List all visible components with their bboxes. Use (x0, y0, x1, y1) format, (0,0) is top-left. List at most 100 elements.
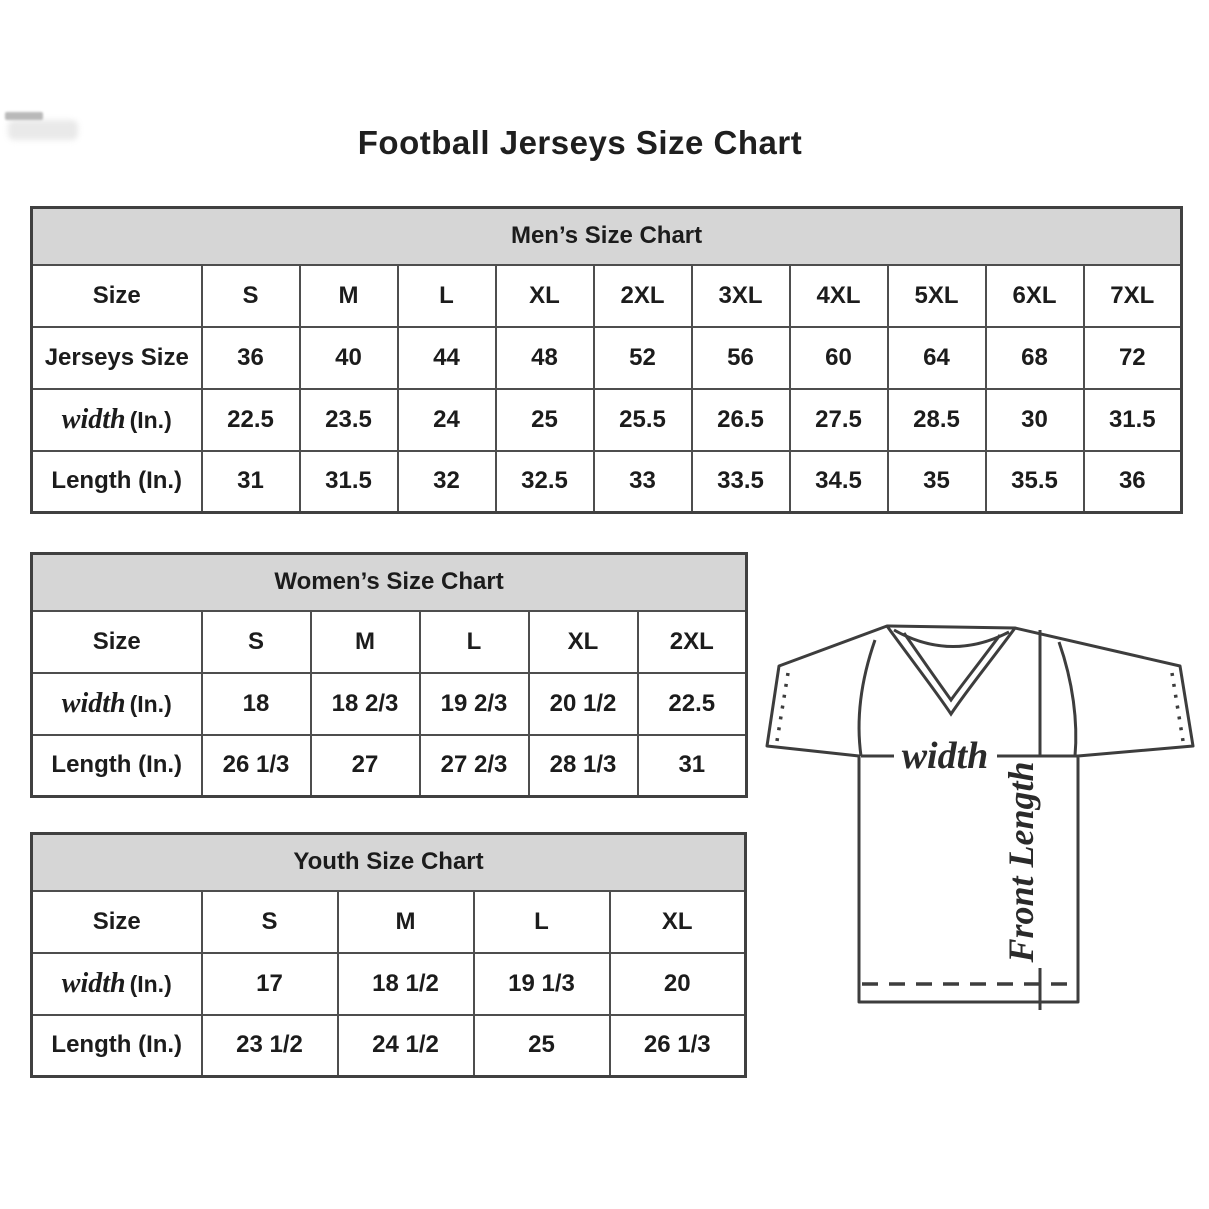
value-cell: 35 (886, 449, 987, 514)
size-col-header: S (200, 609, 312, 674)
mens-width-row: width (In.) 22.5 23.5 24 25 25.5 26.5 27.… (30, 387, 1183, 452)
row-label-length: Length (In.) (30, 449, 203, 514)
size-col-header: 2XL (636, 609, 748, 674)
size-col-header: 6XL (984, 263, 1085, 328)
value-cell: 28 1/3 (527, 733, 639, 798)
mens-size-header-row: Size S M L XL 2XL 3XL 4XL 5XL 6XL 7XL (30, 263, 1183, 328)
size-col-header: 3XL (690, 263, 791, 328)
watermark-smudge (5, 112, 43, 120)
youth-size-chart-table: Youth Size Chart Size S M L XL width (In.… (30, 832, 748, 1078)
row-label-length: Length (In.) (30, 733, 203, 798)
value-cell: 32.5 (494, 449, 595, 514)
value-cell: 35.5 (984, 449, 1085, 514)
row-label-size: Size (30, 889, 203, 954)
row-label-size: Size (30, 263, 203, 328)
size-col-header: L (418, 609, 530, 674)
value-cell: 28.5 (886, 387, 987, 452)
value-cell: 60 (788, 325, 889, 390)
size-col-header: 4XL (788, 263, 889, 328)
left-armhole-seam (857, 639, 877, 757)
value-cell: 44 (396, 325, 497, 390)
value-cell: 56 (690, 325, 791, 390)
value-cell: 26.5 (690, 387, 791, 452)
value-cell: 27.5 (788, 387, 889, 452)
value-cell: 18 1/2 (336, 951, 475, 1016)
value-cell: 19 1/3 (472, 951, 611, 1016)
value-cell: 26 1/3 (200, 733, 312, 798)
womens-size-header-row: Size S M L XL 2XL (30, 609, 748, 674)
watermark-smudge (8, 120, 78, 140)
womens-width-row: width (In.) 18 18 2/3 19 2/3 20 1/2 22.5 (30, 671, 748, 736)
mens-jerseys-size-row: Jerseys Size 36 40 44 48 52 56 60 64 68 … (30, 325, 1183, 390)
row-label-width: width (In.) (30, 951, 203, 1016)
value-cell: 36 (1082, 449, 1183, 514)
value-cell: 31.5 (1082, 387, 1183, 452)
value-cell: 64 (886, 325, 987, 390)
front-length-label: Front Length (1001, 761, 1041, 963)
value-cell: 48 (494, 325, 595, 390)
value-cell: 17 (200, 951, 339, 1016)
mens-chart-header: Men’s Size Chart (30, 206, 1183, 266)
width-word: width (61, 687, 126, 719)
width-word: width (61, 403, 126, 435)
value-cell: 18 (200, 671, 312, 736)
size-col-header: XL (494, 263, 595, 328)
value-cell: 30 (984, 387, 1085, 452)
value-cell: 33 (592, 449, 693, 514)
mens-length-row: Length (In.) 31 31.5 32 32.5 33 33.5 34.… (30, 449, 1183, 514)
jersey-diagram-svg: width Front Length (765, 624, 1195, 1010)
right-cuff-stitch (1170, 672, 1185, 742)
width-word: width (61, 967, 126, 999)
page-title: Football Jerseys Size Chart (357, 124, 803, 161)
width-measure-label: width (902, 735, 989, 777)
size-col-header: L (472, 889, 611, 954)
width-unit: (In.) (129, 690, 172, 717)
mens-size-chart-table: Men’s Size Chart Size S M L XL 2XL 3XL 4… (30, 206, 1184, 514)
row-label-width: width (In.) (30, 671, 203, 736)
value-cell: 25.5 (592, 387, 693, 452)
size-col-header: S (200, 263, 301, 328)
size-col-header: L (396, 263, 497, 328)
size-col-header: S (200, 889, 339, 954)
size-col-header: XL (527, 609, 639, 674)
value-cell: 25 (494, 387, 595, 452)
value-cell: 31.5 (298, 449, 399, 514)
youth-size-header-row: Size S M L XL (30, 889, 747, 954)
row-label-width: width (In.) (30, 387, 203, 452)
womens-size-chart-table: Women’s Size Chart Size S M L XL 2XL wid… (30, 552, 749, 798)
value-cell: 68 (984, 325, 1085, 390)
width-unit: (In.) (129, 406, 172, 433)
value-cell: 23 1/2 (200, 1013, 339, 1078)
value-cell: 31 (636, 733, 748, 798)
value-cell: 32 (396, 449, 497, 514)
value-cell: 26 1/3 (608, 1013, 747, 1078)
value-cell: 72 (1082, 325, 1183, 390)
row-label-size: Size (30, 609, 203, 674)
value-cell: 27 2/3 (418, 733, 530, 798)
size-col-header: M (298, 263, 399, 328)
size-col-header: M (309, 609, 421, 674)
collar-outer-v (885, 625, 1017, 717)
value-cell: 19 2/3 (418, 671, 530, 736)
value-cell: 34.5 (788, 449, 889, 514)
womens-chart-header: Women’s Size Chart (30, 552, 748, 612)
value-cell: 25 (472, 1013, 611, 1078)
size-col-header: XL (608, 889, 747, 954)
value-cell: 24 (396, 387, 497, 452)
value-cell: 22.5 (200, 387, 301, 452)
youth-chart-header: Youth Size Chart (30, 832, 747, 892)
youth-width-row: width (In.) 17 18 1/2 19 1/3 20 (30, 951, 747, 1016)
size-col-header: 7XL (1082, 263, 1183, 328)
size-col-header: M (336, 889, 475, 954)
size-col-header: 2XL (592, 263, 693, 328)
value-cell: 23.5 (298, 387, 399, 452)
jersey-outline (765, 624, 1195, 1004)
value-cell: 22.5 (636, 671, 748, 736)
value-cell: 27 (309, 733, 421, 798)
row-label-length: Length (In.) (30, 1013, 203, 1078)
left-cuff-stitch (775, 672, 790, 742)
youth-length-row: Length (In.) 23 1/2 24 1/2 25 26 1/3 (30, 1013, 747, 1078)
row-label-jerseys-size: Jerseys Size (30, 325, 203, 390)
size-col-header: 5XL (886, 263, 987, 328)
value-cell: 52 (592, 325, 693, 390)
